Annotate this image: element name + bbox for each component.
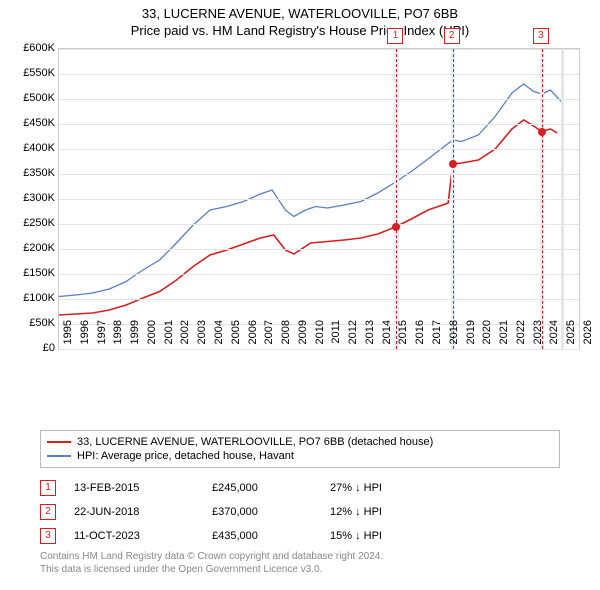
y-axis-label: £50K [11,317,55,329]
x-axis-label: 2001 [163,320,175,354]
event-line [542,49,543,349]
chart-container: 33, LUCERNE AVENUE, WATERLOOVILLE, PO7 6… [0,0,600,590]
x-axis-label: 2011 [330,320,342,354]
sale-price: £370,000 [212,506,312,518]
gridline [59,249,579,250]
x-axis-label: 2021 [498,320,510,354]
chart-subtitle: Price paid vs. HM Land Registry's House … [0,23,600,42]
x-axis-label: 1998 [112,320,124,354]
sale-dot [538,128,546,136]
legend-text: 33, LUCERNE AVENUE, WATERLOOVILLE, PO7 6… [77,436,433,448]
sale-date: 11-OCT-2023 [74,530,194,542]
gridline [59,149,579,150]
x-axis-label: 1996 [79,320,91,354]
gridline [59,274,579,275]
gridline [59,74,579,75]
y-axis-label: £500K [11,92,55,104]
y-axis-label: £400K [11,142,55,154]
x-axis-label: 2024 [548,320,560,354]
gridline [59,199,579,200]
gridline [59,299,579,300]
sale-price: £245,000 [212,482,312,494]
y-axis-label: £150K [11,267,55,279]
x-axis-label: 1999 [129,320,141,354]
y-axis-label: £550K [11,67,55,79]
sale-marker: 2 [40,504,56,520]
event-marker: 2 [444,28,460,44]
y-axis-label: £200K [11,242,55,254]
x-axis-label: 2015 [397,320,409,354]
footer: Contains HM Land Registry data © Crown c… [40,550,560,576]
sale-dot [392,223,400,231]
gridline [59,224,579,225]
legend-row: HPI: Average price, detached house, Hava… [47,449,553,463]
x-axis-label: 2009 [297,320,309,354]
event-line [396,49,397,349]
gridline [59,49,579,50]
sale-date: 13-FEB-2015 [74,482,194,494]
x-axis-label: 1997 [96,320,108,354]
sales-table: 1 13-FEB-2015 £245,000 27% ↓ HPI 2 22-JUN-201… [40,476,560,548]
sales-row: 1 13-FEB-2015 £245,000 27% ↓ HPI [40,476,560,500]
event-line [453,49,454,349]
x-axis-label: 2014 [381,320,393,354]
x-axis-label: 2019 [465,320,477,354]
chart-wrap: £0 £50K £100K £150K £200K £250K £300K £350K £400… [10,48,585,388]
series-hpi [59,84,561,297]
y-axis-label: £250K [11,217,55,229]
gridline [59,124,579,125]
x-axis-label: 2016 [414,320,426,354]
sales-row: 2 22-JUN-2018 £370,000 12% ↓ HPI [40,500,560,524]
chart-title: 33, LUCERNE AVENUE, WATERLOOVILLE, PO7 6… [0,0,600,23]
x-axis-label: 2000 [146,320,158,354]
sale-marker: 1 [40,480,56,496]
x-axis-label: 2010 [314,320,326,354]
x-axis-label: 2008 [280,320,292,354]
x-axis-label: 2007 [263,320,275,354]
x-axis-label: 2003 [196,320,208,354]
legend-swatch [47,455,71,457]
sales-row: 3 11-OCT-2023 £435,000 15% ↓ HPI [40,524,560,548]
x-axis-label: 2018 [448,320,460,354]
gridline [59,174,579,175]
y-axis-label: £450K [11,117,55,129]
x-axis-label: 2002 [179,320,191,354]
sale-dot [449,160,457,168]
x-axis-label: 1995 [62,320,74,354]
footer-line1: Contains HM Land Registry data © Crown c… [40,550,560,563]
sale-price: £435,000 [212,530,312,542]
y-axis-label: £600K [11,42,55,54]
y-axis-label: £300K [11,192,55,204]
x-axis-label: 2013 [364,320,376,354]
x-axis-label: 2004 [213,320,225,354]
sale-marker: 3 [40,528,56,544]
legend: 33, LUCERNE AVENUE, WATERLOOVILLE, PO7 6… [40,430,560,468]
plot-area [58,48,580,350]
gridline [59,99,579,100]
x-axis-label: 2005 [230,320,242,354]
x-axis-label: 2017 [431,320,443,354]
x-axis-label: 2026 [582,320,594,354]
x-axis-label: 2006 [247,320,259,354]
x-axis-label: 2020 [481,320,493,354]
footer-line2: This data is licensed under the Open Gov… [40,563,560,576]
legend-row: 33, LUCERNE AVENUE, WATERLOOVILLE, PO7 6… [47,435,553,449]
x-axis-label: 2023 [532,320,544,354]
sale-date: 22-JUN-2018 [74,506,194,518]
sale-diff: 27% ↓ HPI [330,482,450,494]
x-axis-label: 2025 [565,320,577,354]
sale-diff: 15% ↓ HPI [330,530,450,542]
event-marker: 1 [387,28,403,44]
sale-diff: 12% ↓ HPI [330,506,450,518]
x-axis-label: 2012 [347,320,359,354]
legend-swatch [47,441,71,443]
event-marker: 3 [533,28,549,44]
legend-text: HPI: Average price, detached house, Hava… [77,450,294,462]
x-axis-label: 2022 [515,320,527,354]
y-axis-label: £0 [11,342,55,354]
y-axis-label: £350K [11,167,55,179]
y-axis-label: £100K [11,292,55,304]
